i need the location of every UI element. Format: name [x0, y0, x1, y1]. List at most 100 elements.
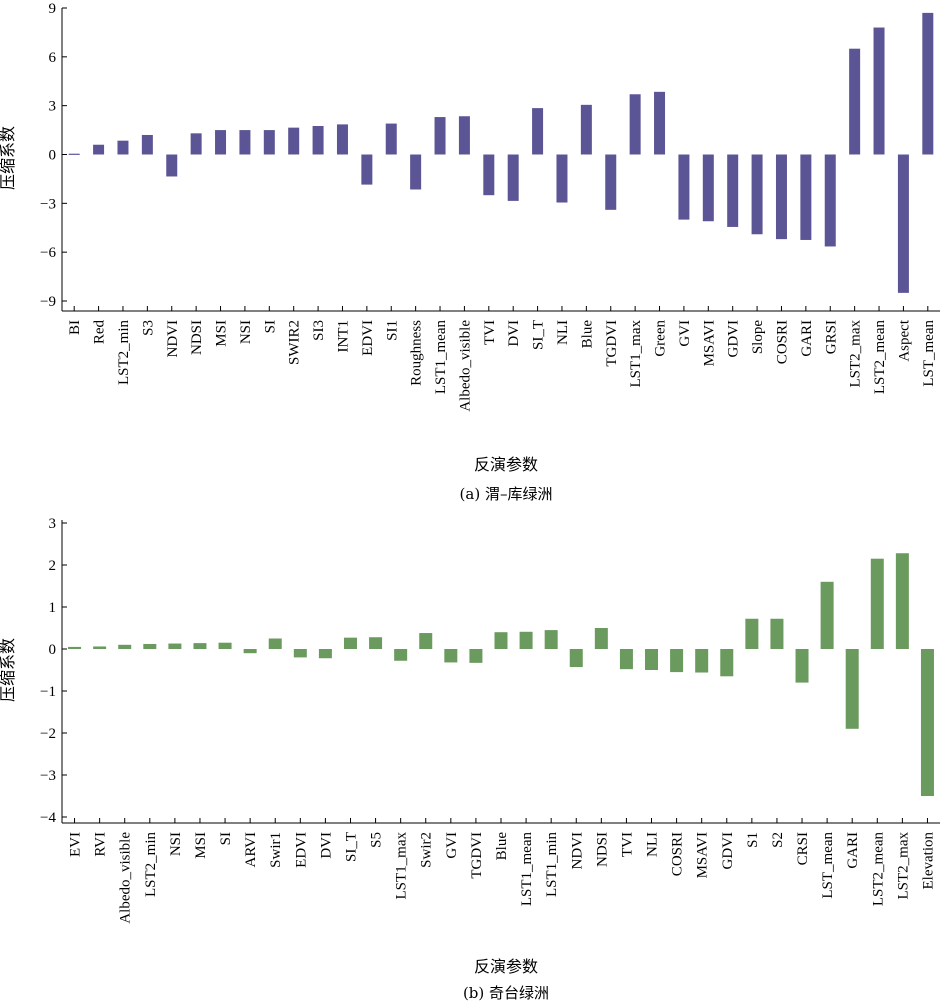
bar — [218, 642, 232, 649]
bar — [293, 649, 307, 658]
x-category-label: NDSI — [189, 320, 205, 355]
bar — [569, 649, 583, 668]
bar — [239, 130, 251, 155]
bar — [670, 649, 684, 673]
bar — [678, 154, 690, 220]
x-category-label: LST1_mean — [519, 832, 535, 907]
bar-series-a — [68, 12, 934, 293]
x-category-label: SWIR2 — [287, 320, 303, 365]
x-category-label: LST2_min — [116, 320, 132, 386]
axes-a — [61, 8, 940, 312]
bar — [849, 48, 861, 155]
bar — [458, 116, 470, 155]
bar — [897, 154, 909, 293]
y-tick-label: −4 — [40, 810, 56, 826]
x-category-label: Albedo_visible — [457, 320, 473, 412]
x-category-label: Aspect — [896, 319, 912, 361]
bar — [519, 631, 533, 649]
bar — [745, 618, 759, 649]
x-category-label: GARI — [845, 832, 861, 869]
x-category-label: Swir1 — [268, 832, 284, 868]
bar — [190, 133, 202, 155]
x-category-label: COSRI — [774, 320, 790, 364]
y-tick-label: −9 — [40, 294, 56, 310]
x-category-label: ARVI — [243, 832, 259, 867]
x-category-label: COSRI — [670, 832, 686, 876]
x-category-label: GRSI — [823, 320, 839, 354]
bar — [434, 117, 446, 155]
bar — [645, 649, 659, 670]
x-category-label: LST2_max — [895, 832, 911, 900]
x-category-label: GDVI — [720, 832, 736, 870]
bar — [654, 91, 666, 155]
x-category-label: CRSI — [795, 832, 811, 865]
x-category-label: S5 — [369, 832, 385, 848]
bar — [385, 123, 397, 155]
x-category-label: DVI — [506, 320, 522, 347]
y-tick-label: 2 — [49, 558, 57, 574]
bar — [193, 643, 207, 649]
x-category-label: SI — [218, 832, 234, 845]
x-category-label: S3 — [140, 320, 156, 336]
x-category-label: RVI — [93, 832, 109, 857]
chart-caption-b: (b) 奇台绿洲 — [463, 984, 549, 1002]
bar — [580, 104, 592, 155]
x-category-labels-a: BI Red LST2_min S3 NDVI NDSI MSI NSI SI SWIR2 SI3 I… — [67, 319, 937, 411]
bar — [117, 140, 129, 155]
x-category-label: LST1_max — [628, 320, 644, 388]
bar — [419, 633, 433, 649]
bar — [922, 12, 934, 155]
bar — [702, 154, 714, 222]
x-category-label: GVI — [677, 320, 693, 347]
bar — [288, 127, 300, 155]
bar — [215, 130, 227, 155]
x-category-label: LST1_min — [544, 832, 560, 898]
x-category-label: LST_mean — [921, 320, 937, 387]
bar — [168, 643, 182, 649]
x-category-label: TGDVI — [469, 832, 485, 879]
x-category-label: LST2_mean — [870, 832, 886, 907]
bar — [720, 649, 734, 677]
x-category-label: NSI — [238, 320, 254, 344]
y-tick-label: 9 — [49, 1, 57, 17]
bar — [845, 649, 859, 729]
bar — [494, 632, 508, 649]
bar — [93, 646, 107, 649]
bar — [800, 154, 812, 240]
chart-caption-a: (a) 渭–库绿洲 — [460, 485, 553, 503]
x-category-label: NDSI — [594, 832, 610, 867]
bar — [594, 628, 608, 649]
y-ticks-b: 3 2 1 0 −1 −2 −3 −4 — [40, 516, 67, 826]
x-category-label: EDVI — [360, 320, 376, 356]
x-category-label: LST_mean — [820, 832, 836, 899]
bar — [318, 649, 332, 659]
bar — [118, 644, 132, 649]
x-category-label: GVI — [444, 832, 460, 859]
x-category-label: SI1 — [384, 320, 400, 341]
x-category-label: LST2_min — [143, 832, 159, 898]
bar — [68, 646, 82, 649]
bar — [629, 94, 641, 155]
bar — [770, 618, 784, 649]
y-tick-label: −2 — [40, 726, 56, 742]
axes-b — [61, 520, 940, 824]
x-category-label: LST1_mean — [433, 320, 449, 395]
x-category-label: EDVI — [293, 832, 309, 868]
bar — [532, 108, 544, 155]
y-axis-title-a: 压缩系数 — [0, 126, 17, 190]
bar-series-b — [68, 553, 934, 796]
bar — [751, 154, 763, 235]
y-tick-label: 6 — [49, 50, 57, 66]
y-ticks-a: 9 6 3 0 −3 −6 −9 — [40, 1, 67, 310]
bar — [795, 649, 809, 683]
y-axis-title-b: 压缩系数 — [0, 638, 17, 702]
x-category-label: Red — [92, 320, 108, 345]
bar — [820, 581, 834, 649]
bar — [727, 154, 739, 227]
x-category-labels-b: EVI RVI Albedo_visible LST2_min NSI MSI SI ARVI… — [68, 832, 937, 924]
x-category-label: BI — [67, 320, 83, 335]
bar — [605, 154, 617, 210]
x-category-label: Blue — [579, 320, 595, 349]
x-category-label: SI_T — [531, 320, 547, 350]
x-category-label: GARI — [799, 320, 815, 357]
